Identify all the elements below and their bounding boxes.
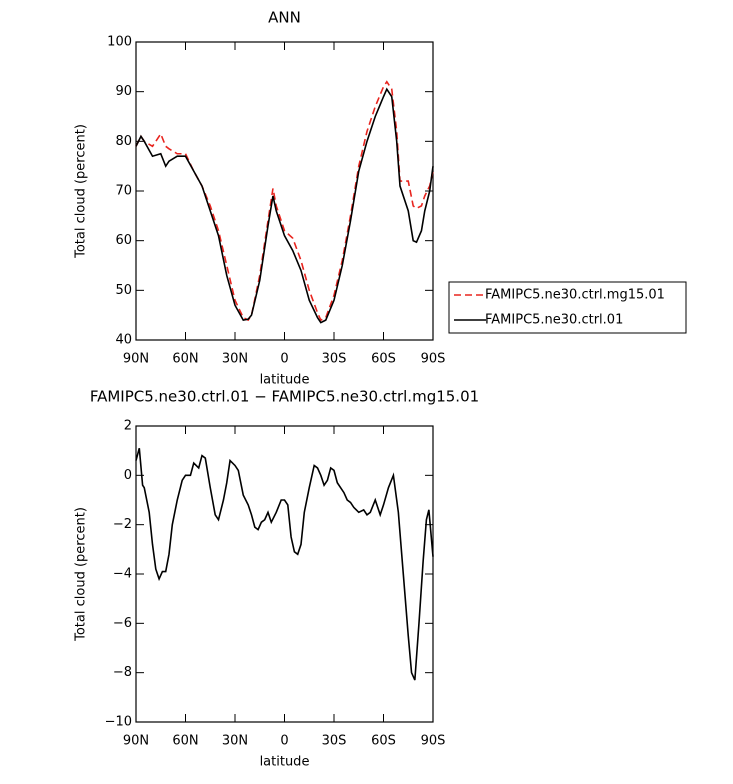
y-axis-label: Total cloud (percent) (74, 507, 89, 642)
x-tick-label: 30S (322, 352, 347, 367)
x-tick-label: 60S (371, 352, 396, 367)
legend-label: FAMIPC5.ne30.ctrl.01 (485, 313, 623, 328)
y-tick-label: −6 (113, 616, 132, 631)
y-axis-label: Total cloud (percent) (74, 124, 89, 259)
legend-box (448, 281, 687, 334)
y-tick-label: 50 (115, 283, 132, 298)
y-tick-label: 80 (115, 134, 132, 149)
x-tick-label: 60S (371, 734, 396, 749)
x-tick-label: 0 (280, 352, 288, 367)
y-tick-label: −4 (113, 567, 132, 582)
x-tick-label: 60N (172, 352, 198, 367)
x-tick-label: 90S (421, 734, 446, 749)
y-tick-label: 90 (115, 84, 132, 99)
y-tick-label: 0 (124, 468, 132, 483)
x-tick-label: 30N (222, 352, 248, 367)
x-tick-label: 90N (123, 734, 149, 749)
plot-frame (135, 41, 434, 341)
y-tick-label: 60 (115, 233, 132, 248)
data-line (135, 87, 434, 324)
x-tick-label: 30S (322, 734, 347, 749)
x-axis-label: latitude (260, 755, 310, 770)
x-tick-label: 90S (421, 352, 446, 367)
y-tick-label: −10 (105, 715, 132, 730)
x-axis-label: latitude (260, 373, 310, 388)
chart-title: ANN (268, 9, 301, 27)
y-tick-label: −2 (113, 517, 132, 532)
y-tick-label: 70 (115, 184, 132, 199)
data-line (135, 80, 434, 322)
x-tick-label: 30N (222, 734, 248, 749)
y-tick-label: 40 (115, 333, 132, 348)
x-tick-label: 0 (280, 734, 288, 749)
legend-label: FAMIPC5.ne30.ctrl.mg15.01 (485, 288, 665, 303)
y-tick-label: 2 (124, 419, 132, 434)
plot-frame (135, 425, 434, 723)
data-line (135, 447, 434, 681)
x-tick-label: 60N (172, 734, 198, 749)
y-tick-label: −8 (113, 665, 132, 680)
chart-title: FAMIPC5.ne30.ctrl.01 − FAMIPC5.ne30.ctrl… (90, 388, 479, 406)
x-tick-label: 90N (123, 352, 149, 367)
y-tick-label: 100 (107, 35, 132, 50)
